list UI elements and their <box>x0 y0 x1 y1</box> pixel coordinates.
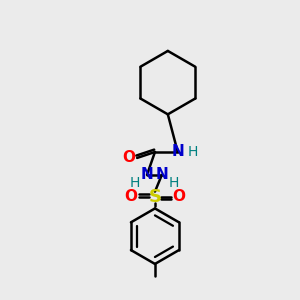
Text: H: H <box>169 176 179 190</box>
Text: O: O <box>172 189 185 204</box>
Text: O: O <box>123 150 136 165</box>
Text: N: N <box>141 167 153 182</box>
Text: H: H <box>130 176 140 190</box>
Text: S: S <box>148 188 161 206</box>
Text: O: O <box>125 189 138 204</box>
Text: N: N <box>155 167 168 182</box>
Text: N: N <box>171 145 184 160</box>
Text: H: H <box>188 145 198 159</box>
